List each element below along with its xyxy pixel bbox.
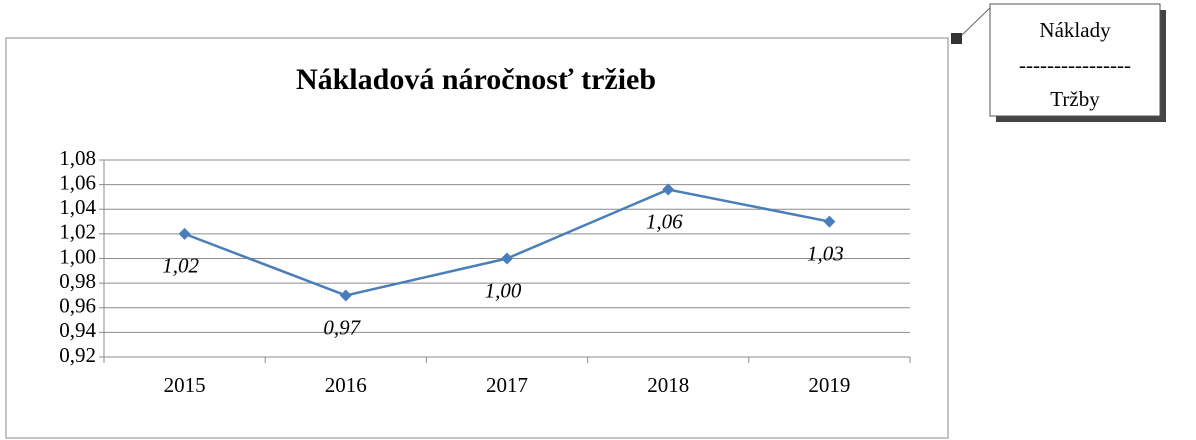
data-label: 1,00 <box>485 278 522 302</box>
x-tick-label: 2017 <box>486 373 528 397</box>
callout-pointer <box>961 5 993 36</box>
callout-numerator: Náklady <box>1039 18 1111 42</box>
point-marker <box>823 215 836 228</box>
point-marker <box>501 252 513 265</box>
callout-denominator: Tržby <box>1050 87 1100 111</box>
data-label: 1,03 <box>807 241 844 265</box>
x-tick-label: 2019 <box>808 373 850 397</box>
x-tick-label: 2018 <box>647 373 689 397</box>
y-tick-label: 1,06 <box>59 170 96 194</box>
x-tick-label: 2015 <box>164 373 206 397</box>
data-label: 1,06 <box>646 209 683 233</box>
y-tick-label: 1,02 <box>59 220 96 244</box>
y-tick-label: 1,08 <box>59 146 96 170</box>
point-marker <box>178 227 191 240</box>
y-tick-label: 0,94 <box>59 318 96 342</box>
data-label: 0,97 <box>323 315 361 339</box>
data-label: 1,02 <box>162 254 199 278</box>
point-marker <box>339 289 352 302</box>
y-tick-label: 0,96 <box>59 294 96 318</box>
chart-title: Nákladová náročnosť tržieb <box>296 63 656 96</box>
chart-frame <box>5 37 949 439</box>
callout-separator: ---------------- <box>1019 53 1131 77</box>
x-tick-label: 2016 <box>325 373 367 397</box>
y-tick-label: 1,04 <box>59 195 96 219</box>
callout-box <box>989 3 1161 117</box>
y-tick-label: 1,00 <box>59 244 96 268</box>
y-tick-label: 0,98 <box>59 269 96 293</box>
point-marker <box>662 183 675 196</box>
callout-anchor <box>951 33 962 44</box>
y-tick-label: 0,92 <box>59 343 96 367</box>
